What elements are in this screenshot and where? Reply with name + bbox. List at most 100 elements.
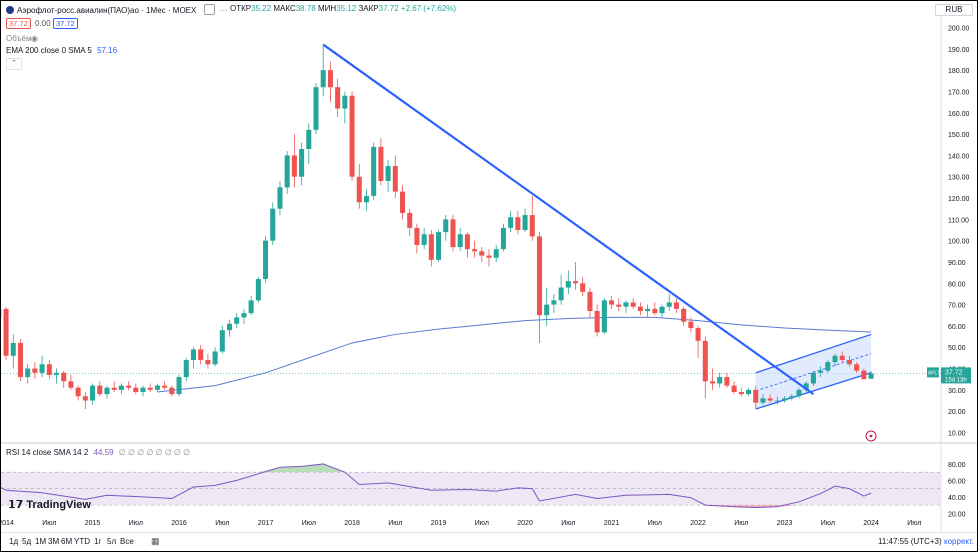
candle bbox=[284, 151, 290, 194]
candle-body bbox=[212, 351, 218, 365]
candle-body bbox=[248, 300, 254, 314]
calendar-icon[interactable]: ▦ bbox=[151, 536, 160, 546]
candle-body bbox=[623, 302, 629, 307]
candle bbox=[789, 394, 795, 401]
collapse-legend-icon[interactable]: ⌃ bbox=[6, 58, 22, 70]
candle-body bbox=[536, 236, 543, 316]
candle bbox=[356, 163, 362, 209]
candle-body bbox=[746, 389, 752, 395]
candle-body bbox=[299, 149, 305, 177]
eye-icon[interactable]: ◉ bbox=[31, 34, 38, 43]
tradingview-logo: 𝟭𝟳 TradingView bbox=[8, 498, 91, 511]
rsi-value: 44.59 bbox=[93, 448, 114, 457]
candle bbox=[702, 336, 708, 399]
timeframe-button[interactable]: YTD bbox=[74, 537, 90, 546]
candle bbox=[270, 202, 276, 245]
candle-body bbox=[580, 283, 586, 292]
ask-price[interactable]: 37.72 bbox=[53, 18, 78, 29]
candle-body bbox=[695, 328, 701, 341]
clock-readout: 11:47:55 (UTC+3) bbox=[878, 537, 942, 546]
candle bbox=[61, 370, 67, 388]
currency-label[interactable]: RUB bbox=[935, 4, 973, 16]
candle-body bbox=[825, 362, 831, 371]
candle-body bbox=[544, 304, 550, 316]
candle-body bbox=[659, 306, 665, 314]
time-tick-label: Июл bbox=[561, 520, 575, 527]
candle bbox=[140, 385, 146, 397]
time-tick-label: 2022 bbox=[690, 520, 706, 527]
candle-body bbox=[154, 385, 160, 390]
spread-value: 0.00 bbox=[35, 19, 51, 28]
candle-body bbox=[861, 370, 867, 380]
time-tick-label: 2020 bbox=[517, 520, 533, 527]
candle-body bbox=[493, 249, 499, 258]
candle bbox=[111, 381, 117, 392]
candle-body bbox=[82, 396, 88, 401]
candle bbox=[327, 61, 333, 103]
candle-body bbox=[162, 385, 168, 388]
candle bbox=[681, 306, 687, 326]
candle-body bbox=[529, 215, 535, 237]
candle bbox=[695, 325, 701, 358]
price-chart[interactable]: 10.00 20.00 30.00 40.00 50.00 60.00 70.00 80.00… bbox=[1, 1, 977, 532]
ema-legend[interactable]: EMA 200 close 0 SMA 5 57.16 bbox=[6, 46, 117, 56]
candle-body bbox=[176, 377, 182, 395]
timeframe-button[interactable]: 3М bbox=[48, 537, 60, 546]
rsi-oversold-fill bbox=[705, 505, 799, 508]
price-tick-label: 120.00 bbox=[948, 196, 970, 203]
more-icon[interactable]: ⋯ bbox=[219, 6, 228, 15]
rsi-legend[interactable]: RSI 14 close SMA 14 2 44.59 ∅ ∅ ∅ ∅ ∅ ∅ … bbox=[6, 448, 190, 458]
candle bbox=[392, 155, 398, 199]
candle-body bbox=[342, 95, 348, 109]
candle bbox=[183, 357, 189, 382]
timeframe-button[interactable]: 1М bbox=[35, 537, 47, 546]
bid-price[interactable]: 37.72 bbox=[6, 18, 31, 29]
time-tick-label: Июл bbox=[129, 520, 143, 527]
symbol-header[interactable]: Аэрофлот-росс.авиалин(ПАО)ао · 1Мес · MO… bbox=[6, 4, 228, 16]
candle bbox=[126, 381, 132, 390]
adjust-toggle[interactable]: коррект. bbox=[944, 537, 974, 546]
volume-label[interactable]: Объём bbox=[6, 34, 32, 43]
high-value: 38.78 bbox=[295, 4, 316, 13]
price-tick-label: 90.00 bbox=[948, 260, 966, 267]
timeframe-button[interactable]: 5д bbox=[22, 537, 32, 546]
candle bbox=[832, 353, 838, 367]
candle bbox=[854, 362, 860, 373]
candle bbox=[724, 372, 730, 388]
flag-icon[interactable] bbox=[203, 4, 215, 15]
timeframe-button[interactable]: Все bbox=[120, 537, 134, 546]
candle-body bbox=[25, 368, 31, 378]
price-tag-ticker: AFLT bbox=[928, 370, 940, 376]
lightning-icon-ring bbox=[865, 430, 877, 442]
candle-body bbox=[443, 219, 449, 233]
candle-body bbox=[17, 342, 23, 378]
candle bbox=[868, 371, 874, 379]
candle-body bbox=[731, 385, 737, 392]
candle bbox=[306, 123, 312, 164]
candle bbox=[17, 338, 23, 382]
price-tick-label: 170.00 bbox=[948, 89, 970, 96]
timeframe-button[interactable]: 6М bbox=[61, 537, 73, 546]
candle bbox=[767, 394, 773, 403]
candle-body bbox=[219, 330, 225, 352]
candle bbox=[421, 227, 427, 250]
candle bbox=[508, 210, 514, 233]
candle bbox=[616, 298, 622, 311]
price-tick-label: 20.00 bbox=[948, 409, 966, 416]
tv-logo-icon: 𝟭𝟳 bbox=[8, 499, 27, 511]
timeframe-button[interactable]: 5л bbox=[107, 537, 117, 546]
candle-body bbox=[558, 287, 564, 301]
candle bbox=[342, 91, 348, 124]
ema-200-line bbox=[157, 316, 872, 393]
candle bbox=[774, 396, 780, 405]
candle-body bbox=[573, 281, 579, 284]
lightning-icon bbox=[865, 430, 877, 442]
candle bbox=[428, 230, 434, 267]
candle bbox=[46, 360, 52, 380]
timeframe-button[interactable]: 1д bbox=[9, 537, 19, 546]
candle-body bbox=[601, 300, 607, 333]
candle-body bbox=[760, 398, 766, 403]
timeframe-button[interactable]: 1г bbox=[94, 537, 102, 546]
ema-label: EMA 200 close 0 SMA 5 bbox=[6, 46, 92, 55]
